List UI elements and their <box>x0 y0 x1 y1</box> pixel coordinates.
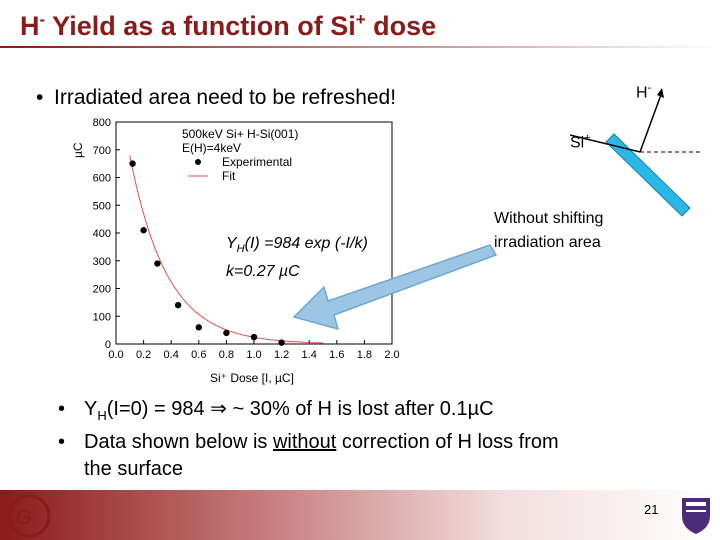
legend-marker-experimental <box>195 159 201 165</box>
y-tick-label: 800 <box>93 118 111 129</box>
data-point <box>195 324 202 331</box>
y-tick-label: 200 <box>93 284 111 296</box>
x-tick-label: 1.2 <box>274 349 289 361</box>
legend-title-2: E(H)=4keV <box>182 141 241 155</box>
si-plus-label: Si+ <box>570 132 591 152</box>
x-tick-label: 1.8 <box>357 349 372 361</box>
page-title: H- Yield as a function of Si+ dose <box>20 10 437 41</box>
y-axis-label: µC <box>71 142 85 158</box>
legend-experimental: Experimental <box>222 155 292 169</box>
svg-text:G: G <box>16 507 32 529</box>
y-tick-label: 0 <box>105 339 111 351</box>
data-point <box>140 227 147 234</box>
x-tick-label: 1.0 <box>246 349 261 361</box>
x-tick-label: 1.4 <box>302 349 317 361</box>
x-tick-label: 0.6 <box>191 349 206 361</box>
bullet-yield-value: • YH(I=0) = 984 ⇒ ~ 30% of H is lost afte… <box>58 398 494 423</box>
x-tick-label: 2.0 <box>384 349 399 361</box>
data-point <box>250 333 258 341</box>
x-tick-label: 0.0 <box>108 349 123 361</box>
x-tick-label: 1.6 <box>329 349 344 361</box>
page-number: 21 <box>644 502 659 517</box>
sample-plate <box>605 133 691 217</box>
y-tick-label: 600 <box>93 173 111 185</box>
h-arrowhead <box>657 88 664 98</box>
arrow-shape <box>292 244 498 331</box>
shift-note: Without shifting irradiation area <box>494 210 604 251</box>
title-divider <box>0 46 720 48</box>
k-annotation: k=0.27 µC <box>226 263 300 280</box>
h-emission-line <box>639 91 663 153</box>
bullet-data-note-cont: the surface <box>84 458 183 480</box>
callout-arrow <box>292 244 498 331</box>
y-tick-label: 300 <box>93 256 111 268</box>
data-point <box>129 160 136 167</box>
beam-diagram <box>569 88 700 217</box>
h-minus-label: H- <box>636 82 652 102</box>
si-beam-line <box>569 134 641 153</box>
yield-chart: 0 100 200 300 400 500 600 700 800 0.0 0.2 0.4 0.6 0.… <box>71 118 400 385</box>
data-point <box>278 339 285 346</box>
data-point <box>223 329 230 337</box>
legend-title-1: 500keV Si+ H-Si(001) <box>182 127 298 141</box>
footer-bar <box>0 490 720 540</box>
x-axis-label: Si⁺ Dose [I, µC] <box>210 371 294 385</box>
bullet-refresh: • Irradiated area need to be refreshed! <box>36 86 397 109</box>
y-tick-label: 500 <box>93 200 111 212</box>
x-tick-label: 0.4 <box>164 349 179 361</box>
formula-annotation: YH(I) =984 exp (-I/k) <box>226 235 368 255</box>
bottom-bullet-list: • YH(I=0) = 984 ⇒ ~ 30% of H is lost afte… <box>58 396 559 483</box>
y-tick-label: 700 <box>93 145 111 157</box>
x-tick-label: 0.8 <box>219 349 234 361</box>
x-tick-label: 0.2 <box>136 349 151 361</box>
western-logo <box>682 498 710 534</box>
y-tick-label: 400 <box>93 228 111 240</box>
implies-arrow-icon: ⇒ <box>210 398 227 420</box>
y-tick-label: 100 <box>93 311 111 323</box>
university-logo-left: G <box>7 494 51 538</box>
data-point <box>174 301 182 309</box>
legend-fit: Fit <box>222 169 236 183</box>
bullet-data-note: • Data shown below is without correction … <box>58 431 559 453</box>
data-point <box>154 260 161 267</box>
